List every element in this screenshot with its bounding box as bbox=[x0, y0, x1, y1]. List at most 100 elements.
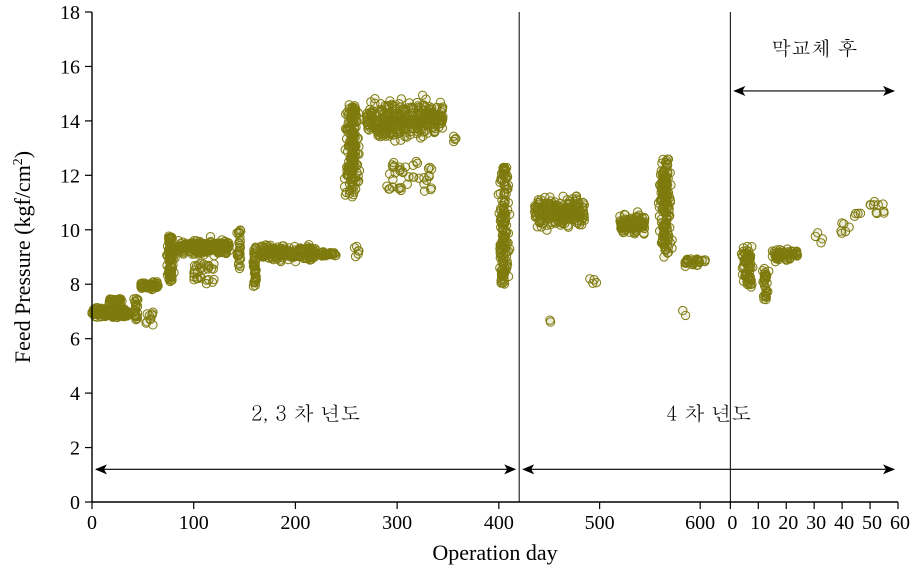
data-point bbox=[168, 264, 176, 272]
data-point bbox=[164, 234, 172, 242]
data-point bbox=[405, 173, 413, 181]
data-point bbox=[134, 295, 142, 303]
x-tick-label: 10 bbox=[750, 512, 770, 534]
data-point bbox=[632, 216, 640, 224]
y-tick-label: 14 bbox=[60, 111, 80, 133]
x-tick-label: 100 bbox=[179, 512, 209, 534]
data-point bbox=[841, 227, 849, 235]
data-point bbox=[391, 169, 399, 177]
data-point bbox=[363, 117, 371, 125]
data-point bbox=[433, 103, 441, 111]
data-point bbox=[817, 239, 825, 247]
data-point bbox=[559, 217, 567, 225]
data-point bbox=[236, 226, 244, 234]
data-point bbox=[233, 251, 241, 259]
data-point bbox=[349, 115, 357, 123]
data-point bbox=[662, 214, 670, 222]
x-tick-label: 400 bbox=[484, 512, 514, 534]
data-point bbox=[371, 94, 379, 102]
data-point bbox=[377, 107, 385, 115]
x-tick-label: 500 bbox=[585, 512, 615, 534]
data-point bbox=[397, 95, 405, 103]
data-point bbox=[115, 311, 123, 319]
region-label: 막교체 후 bbox=[771, 33, 858, 62]
data-point bbox=[662, 183, 670, 191]
y-tick-label: 6 bbox=[70, 329, 80, 351]
data-point bbox=[389, 128, 397, 136]
data-point bbox=[368, 109, 376, 117]
data-point bbox=[192, 262, 200, 270]
data-point bbox=[840, 220, 848, 228]
data-point bbox=[559, 192, 567, 200]
data-point bbox=[503, 173, 511, 181]
data-point bbox=[306, 253, 314, 261]
data-point bbox=[148, 310, 156, 318]
data-point bbox=[679, 306, 687, 314]
data-point bbox=[578, 221, 586, 229]
data-point bbox=[535, 218, 543, 226]
data-point bbox=[133, 314, 141, 322]
y-tick-label: 2 bbox=[70, 438, 80, 460]
data-point bbox=[502, 214, 510, 222]
y-tick-label: 18 bbox=[60, 2, 80, 24]
region-label: 4 차 년도 bbox=[666, 397, 751, 426]
x-tick-label: 40 bbox=[834, 512, 854, 534]
data-point bbox=[142, 319, 150, 327]
data-point bbox=[174, 243, 182, 251]
data-point bbox=[346, 161, 354, 169]
data-point bbox=[503, 257, 511, 265]
data-point bbox=[427, 185, 435, 193]
data-point bbox=[346, 142, 354, 150]
region-label: 2, 3 차 년도 bbox=[251, 397, 361, 426]
data-point bbox=[744, 247, 752, 255]
data-point bbox=[660, 242, 668, 250]
data-point bbox=[422, 95, 430, 103]
data-point bbox=[450, 132, 458, 140]
data-point bbox=[870, 197, 878, 205]
data-point bbox=[546, 316, 554, 324]
data-point bbox=[683, 255, 691, 263]
data-point bbox=[351, 252, 359, 260]
x-tick-label: 50 bbox=[862, 512, 882, 534]
data-point bbox=[236, 262, 244, 270]
data-point bbox=[545, 211, 553, 219]
data-point bbox=[420, 174, 428, 182]
x-tick-label: 60 bbox=[890, 512, 910, 534]
data-point bbox=[235, 239, 243, 247]
data-point bbox=[138, 284, 146, 292]
data-point bbox=[423, 118, 431, 126]
y-tick-label: 8 bbox=[70, 274, 80, 296]
x-tick-label: 300 bbox=[382, 512, 412, 534]
data-point bbox=[165, 245, 173, 253]
data-point bbox=[318, 252, 326, 260]
data-point bbox=[572, 195, 580, 203]
data-point bbox=[372, 126, 380, 134]
data-point bbox=[496, 178, 504, 186]
data-point bbox=[412, 157, 420, 165]
data-point bbox=[405, 99, 413, 107]
data-point bbox=[260, 244, 268, 252]
data-point bbox=[761, 273, 769, 281]
x-tick-label: 600 bbox=[685, 512, 715, 534]
data-point bbox=[412, 117, 420, 125]
x-tick-label: 30 bbox=[806, 512, 826, 534]
data-point bbox=[504, 185, 512, 193]
data-point bbox=[210, 275, 218, 283]
data-point bbox=[747, 276, 755, 284]
y-axis-label: Feed Pressure (kgf/cm2) bbox=[10, 151, 35, 363]
y-tick-label: 12 bbox=[60, 165, 80, 187]
data-point bbox=[701, 257, 709, 265]
data-point bbox=[500, 267, 508, 275]
data-point bbox=[663, 161, 671, 169]
data-point bbox=[778, 250, 786, 258]
y-tick-label: 10 bbox=[60, 220, 80, 242]
x-tick-label: 200 bbox=[280, 512, 310, 534]
data-point bbox=[187, 241, 195, 249]
y-tick-label: 4 bbox=[70, 383, 80, 405]
data-point bbox=[590, 276, 598, 284]
x-axis-label: Operation day bbox=[432, 540, 557, 565]
data-point bbox=[222, 248, 230, 256]
data-point bbox=[873, 209, 881, 217]
data-point bbox=[543, 226, 551, 234]
x-tick-label: 0 bbox=[727, 512, 737, 534]
